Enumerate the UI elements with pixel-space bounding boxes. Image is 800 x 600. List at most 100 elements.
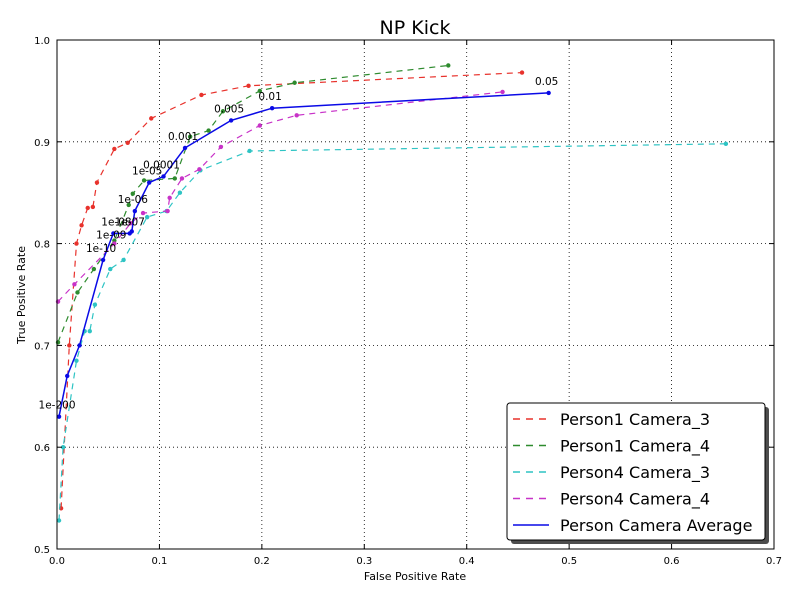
- threshold-label: 0.001: [168, 131, 198, 143]
- series-line: [58, 143, 726, 521]
- x-axis-title: False Positive Rate: [364, 570, 466, 583]
- data-point: [72, 282, 77, 287]
- threshold-label: 1e-09: [96, 230, 126, 242]
- threshold-label: 1e-07: [115, 216, 145, 228]
- data-point: [182, 145, 188, 151]
- data-point: [112, 146, 117, 152]
- data-point: [144, 214, 150, 220]
- data-point: [130, 191, 135, 196]
- data-point: [177, 190, 183, 195]
- data-point: [111, 231, 116, 236]
- data-point: [126, 202, 131, 208]
- data-point: [92, 302, 98, 307]
- series-1: [58, 70, 525, 511]
- threshold-label: 1e-06: [118, 194, 149, 206]
- data-point: [74, 241, 79, 246]
- data-point: [67, 343, 72, 348]
- data-point: [90, 204, 96, 210]
- data-point: [149, 116, 154, 121]
- data-point: [141, 178, 147, 183]
- threshold-label: 0.005: [214, 103, 244, 115]
- legend-label: Person1 Camera_3: [560, 410, 710, 430]
- data-point: [112, 238, 117, 243]
- x-tick-label: 0.0: [49, 556, 65, 567]
- x-tick-label: 0.2: [254, 556, 270, 567]
- data-point: [112, 241, 117, 246]
- data-point: [247, 148, 252, 154]
- threshold-label: 1e-08: [101, 216, 131, 228]
- y-tick-label: 0.9: [34, 138, 50, 149]
- legend: Person1 Camera_3 Person1 Camera_4 Person4 …: [506, 402, 769, 544]
- data-point: [519, 70, 525, 75]
- data-point: [75, 290, 80, 295]
- legend-label: Person1 Camera_4: [560, 437, 710, 457]
- y-tick-label: 1.0: [34, 36, 50, 47]
- threshold-label: 1e-05: [132, 166, 162, 178]
- threshold-label: 0.05: [535, 76, 558, 88]
- data-point: [85, 205, 90, 211]
- data-point: [167, 195, 172, 200]
- data-point: [294, 113, 299, 118]
- data-point: [197, 167, 202, 172]
- data-point: [723, 141, 729, 147]
- x-tick-label: 0.5: [561, 556, 577, 567]
- data-point: [121, 257, 126, 263]
- data-point: [206, 128, 211, 133]
- series-5: [56, 90, 551, 419]
- data-point: [246, 83, 251, 89]
- y-tick-label: 0.5: [34, 545, 50, 556]
- series-4: [55, 89, 505, 304]
- series-line: [57, 64, 449, 343]
- y-tick-label: 0.7: [34, 341, 50, 352]
- data-point: [546, 90, 551, 96]
- threshold-label: 0.0001: [143, 159, 180, 171]
- series-layer: [55, 63, 729, 523]
- data-point: [129, 229, 134, 234]
- data-point: [79, 223, 84, 228]
- data-point: [165, 208, 170, 214]
- data-point: [140, 210, 146, 216]
- data-point: [187, 134, 193, 139]
- ticks: 0.0 0.1 0.2 0.3 0.4 0.5 0.6 0.7 0.5 0.6 0.7 0.8 0.9 1…: [34, 36, 782, 567]
- data-point: [55, 340, 61, 345]
- data-point: [220, 109, 226, 114]
- data-point: [60, 445, 66, 450]
- y-tick-label: 0.6: [34, 443, 50, 454]
- data-point: [161, 174, 166, 179]
- data-point: [65, 373, 70, 379]
- plot-frame: [56, 39, 775, 550]
- data-point: [77, 343, 82, 348]
- data-point: [146, 180, 152, 185]
- legend-box: [506, 402, 766, 541]
- x-tick-label: 0.1: [151, 556, 167, 567]
- y-axis-title: True Positive Rate: [15, 246, 28, 345]
- data-point: [74, 358, 79, 363]
- data-point: [257, 123, 263, 128]
- threshold-label: 0.01: [258, 91, 281, 103]
- x-tick-label: 0.3: [356, 556, 372, 567]
- legend-items: Person1 Camera_3 Person1 Camera_4 Person4 …: [513, 410, 752, 535]
- series-line: [58, 92, 549, 417]
- data-point: [56, 518, 62, 523]
- legend-label: Person4 Camera_3: [560, 463, 710, 483]
- data-point: [128, 221, 133, 226]
- chart-title: NP Kick: [380, 17, 451, 39]
- data-point: [172, 176, 177, 181]
- data-point: [94, 180, 100, 185]
- data-point: [55, 299, 61, 304]
- legend-label: Person Camera Average: [560, 516, 752, 535]
- data-point: [228, 118, 234, 123]
- legend-label: Person4 Camera_4: [560, 490, 710, 510]
- data-point: [446, 63, 451, 68]
- x-tick-label: 0.7: [766, 556, 782, 567]
- data-point: [257, 88, 263, 94]
- data-point: [100, 257, 106, 263]
- data-point: [179, 176, 185, 181]
- x-tick-label: 0.4: [459, 556, 475, 567]
- x-tick-label: 0.6: [664, 556, 680, 567]
- data-point: [91, 266, 97, 272]
- data-point: [199, 92, 204, 98]
- y-tick-label: 0.8: [34, 240, 50, 251]
- data-point: [132, 208, 138, 214]
